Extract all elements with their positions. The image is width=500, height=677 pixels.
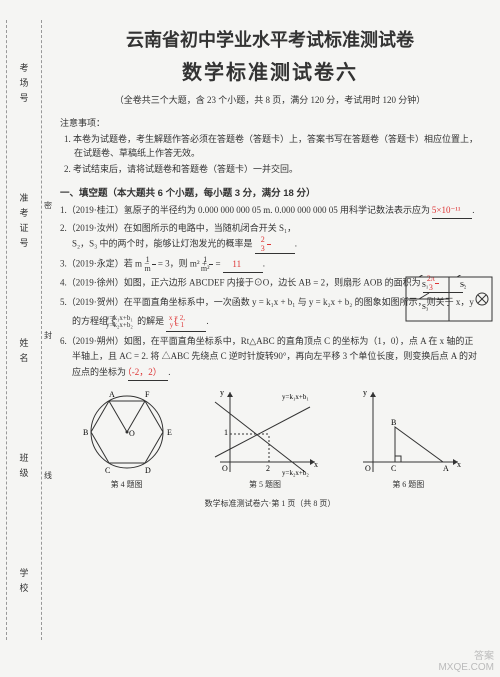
figure-6-caption: 第 6 题图 bbox=[353, 479, 463, 490]
svg-text:B: B bbox=[83, 428, 88, 437]
figure-5-caption: 第 5 题图 bbox=[210, 479, 320, 490]
svg-text:F: F bbox=[145, 390, 150, 399]
q1-answer: 5×10⁻¹¹ bbox=[432, 203, 472, 219]
svg-text:1: 1 bbox=[224, 428, 228, 437]
svg-text:2: 2 bbox=[266, 464, 270, 473]
seal-mark: 线 bbox=[44, 470, 52, 481]
svg-text:y: y bbox=[220, 388, 224, 397]
figure-4: A F E D C B O 第 4 题图 bbox=[77, 387, 177, 490]
svg-text:y=k₂x+b₂: y=k₂x+b₂ bbox=[282, 469, 309, 477]
q3-tail: . bbox=[263, 259, 265, 269]
q4-text: 4.（2019·徐州）如图，正六边形 ABCDEF 内接于⊙O，边长 AB = … bbox=[60, 278, 421, 288]
q1-tail: . bbox=[472, 205, 474, 215]
circuit-diagram: S₁ S₂ S₃ bbox=[404, 275, 494, 323]
svg-text:E: E bbox=[167, 428, 172, 437]
q3-eq: = bbox=[215, 259, 222, 269]
triangle-graph-svg: x y O B C A bbox=[353, 387, 463, 477]
binding-margin: 考场号 准考证号 姓名 班级 学校 bbox=[6, 20, 42, 640]
svg-text:A: A bbox=[443, 464, 449, 473]
svg-text:x: x bbox=[314, 460, 318, 469]
question-3: 3.（2019·永定）若 m − 1m = 3，则 m² + 1m² = 11. bbox=[60, 256, 480, 273]
svg-text:S₂: S₂ bbox=[460, 281, 467, 289]
q3-answer: 11 bbox=[223, 257, 263, 273]
svg-text:O: O bbox=[365, 464, 371, 473]
svg-text:O: O bbox=[222, 464, 228, 473]
svg-text:D: D bbox=[145, 466, 151, 475]
side-label: 考场号 bbox=[18, 63, 31, 108]
hexagon-circle-svg: A F E D C B O bbox=[77, 387, 177, 477]
q5-tail: . bbox=[206, 316, 208, 326]
page-footer: 数学标准测试卷六·第 1 页（共 8 页） bbox=[60, 498, 480, 509]
svg-text:y: y bbox=[363, 388, 367, 397]
q2-text-b: S₂，S₃ 中的两个时，能够让灯泡发光的概率是 bbox=[72, 239, 253, 249]
svg-text:y=k₁x+b₁: y=k₁x+b₁ bbox=[282, 393, 309, 401]
notice-item-2: 2. 考试结束后，请将试题卷和答题卷（答题卡）一并交回。 bbox=[60, 163, 480, 177]
q2-tail: . bbox=[295, 239, 297, 249]
figures-row: A F E D C B O 第 4 题图 x y O 2 1 y=k₁x+b₁ bbox=[60, 387, 480, 490]
q3-text-a: 3.（2019·永定）若 bbox=[60, 259, 133, 269]
q1-text: 1.（2019·桂江）氢原子的半径约为 0.000 000 000 05 m. … bbox=[60, 205, 430, 215]
side-label: 学校 bbox=[18, 568, 31, 598]
subtitle: （全卷共三个大题，含 23 个小题，共 8 页，满分 120 分，考试用时 12… bbox=[60, 93, 480, 106]
notice-heading: 注意事项： bbox=[60, 116, 480, 129]
figure-6: x y O B C A 第 6 题图 bbox=[353, 387, 463, 490]
svg-text:S₃: S₃ bbox=[422, 303, 429, 311]
page-content: 云南省初中学业水平考试标准测试卷 数学标准测试卷六 （全卷共三个大题，含 23 … bbox=[60, 26, 480, 509]
figure-4-caption: 第 4 题图 bbox=[77, 479, 177, 490]
svg-text:A: A bbox=[109, 390, 115, 399]
q2-text-a: 2.（2019·汝州）在如图所示的电路中，当随机闭合开关 S₁， bbox=[60, 223, 296, 233]
q3-mid: = 3，则 m² + bbox=[158, 259, 207, 269]
svg-text:C: C bbox=[391, 464, 396, 473]
header-title-2: 数学标准测试卷六 bbox=[60, 56, 480, 85]
side-label: 班级 bbox=[18, 453, 31, 483]
watermark: 答案 MXQE.COM bbox=[438, 651, 494, 673]
q6-answer: （-2，2） bbox=[128, 365, 168, 381]
notice-item-1: 1. 本卷为试题卷，考生解题作答必须在答题卷（答题卡）上，答案书写在答题卷（答题… bbox=[60, 133, 480, 160]
svg-text:x: x bbox=[457, 460, 461, 469]
header-title-1: 云南省初中学业水平考试标准测试卷 bbox=[60, 26, 480, 52]
svg-text:O: O bbox=[129, 429, 135, 438]
section-1-heading: 一、填空题（本大题共 6 个小题，每小题 3 分，满分 18 分） bbox=[60, 185, 480, 199]
q5-answer: {x = 2,y = 1 bbox=[166, 312, 206, 332]
side-label: 准考证号 bbox=[18, 193, 31, 253]
q5-mid: 的解是 bbox=[137, 316, 164, 326]
q6-tail: . bbox=[168, 367, 170, 377]
svg-text:S₁: S₁ bbox=[422, 281, 428, 289]
q2-answer: 23 bbox=[255, 236, 295, 254]
lines-graph-svg: x y O 2 1 y=k₁x+b₁ y=k₂x+b₂ bbox=[210, 387, 320, 477]
question-2: 2.（2019·汝州）在如图所示的电路中，当随机闭合开关 S₁， S₂，S₃ 中… bbox=[60, 221, 480, 254]
question-6: 6.（2019·朔州）如图，在平面直角坐标系中，Rt△ABC 的直角顶点 C 的… bbox=[60, 334, 480, 381]
seal-mark: 密 bbox=[44, 200, 52, 211]
question-1: 1.（2019·桂江）氢原子的半径约为 0.000 000 000 05 m. … bbox=[60, 203, 480, 219]
svg-text:B: B bbox=[391, 418, 396, 427]
seal-mark: 封 bbox=[44, 330, 52, 341]
svg-text:C: C bbox=[105, 466, 110, 475]
side-label: 姓名 bbox=[18, 338, 31, 368]
figure-5: x y O 2 1 y=k₁x+b₁ y=k₂x+b₂ 第 5 题图 bbox=[210, 387, 320, 490]
